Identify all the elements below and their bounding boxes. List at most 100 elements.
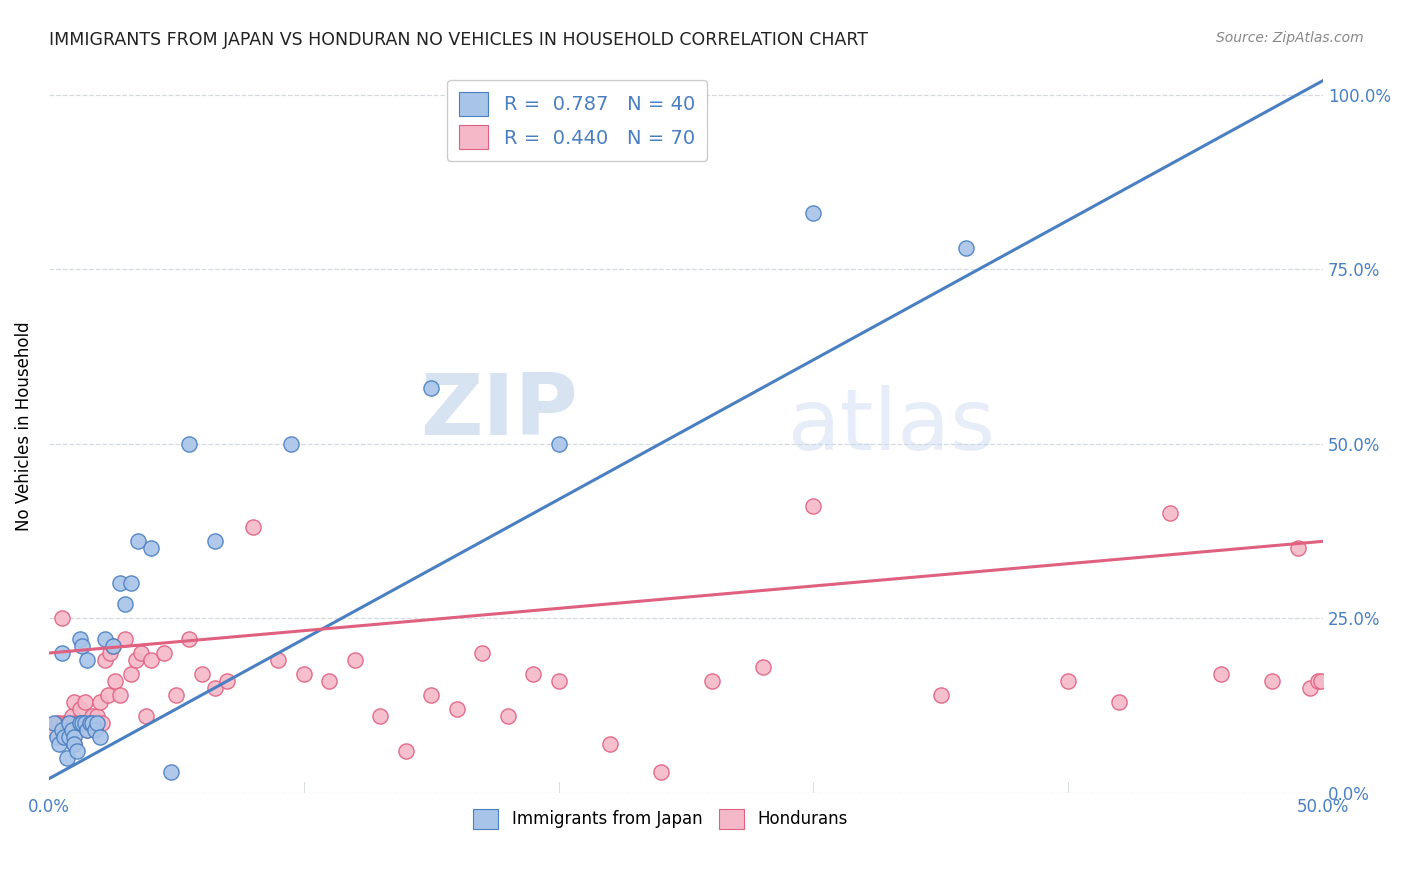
Point [242, 520, 264, 534]
Point [129, 646, 152, 660]
Point [86, 715, 108, 730]
Point [420, 381, 443, 395]
Point [56, 750, 79, 764]
Point [82, 709, 104, 723]
Point [803, 206, 825, 220]
Point [471, 646, 494, 660]
Point [76, 653, 98, 667]
Point [139, 541, 162, 556]
Point [89, 695, 111, 709]
Text: Source: ZipAtlas.com: Source: ZipAtlas.com [1216, 31, 1364, 45]
Point [929, 688, 952, 702]
Point [51, 723, 73, 737]
Point [63, 737, 86, 751]
Point [114, 597, 136, 611]
Point [83, 715, 105, 730]
Point [58, 730, 80, 744]
Point [45, 730, 67, 744]
Point [280, 436, 302, 450]
Point [420, 688, 443, 702]
Point [53, 715, 76, 730]
Point [124, 653, 146, 667]
Point [292, 667, 315, 681]
Point [1211, 667, 1233, 681]
Point [101, 639, 124, 653]
Text: atlas: atlas [787, 384, 995, 467]
Point [53, 730, 76, 744]
Point [51, 730, 73, 744]
Point [1057, 673, 1080, 688]
Point [160, 764, 183, 779]
Point [69, 715, 91, 730]
Point [91, 715, 114, 730]
Point [751, 660, 773, 674]
Point [104, 673, 127, 688]
Point [110, 576, 132, 591]
Point [42, 715, 65, 730]
Point [120, 576, 142, 591]
Point [58, 715, 80, 730]
Point [1108, 695, 1130, 709]
Point [127, 534, 149, 549]
Point [51, 723, 73, 737]
Point [179, 632, 201, 646]
Point [1261, 673, 1284, 688]
Point [135, 709, 157, 723]
Point [63, 737, 86, 751]
Point [73, 715, 96, 730]
Text: ZIP: ZIP [420, 370, 578, 453]
Point [73, 695, 96, 709]
Point [69, 702, 91, 716]
Point [48, 737, 70, 751]
Point [1309, 673, 1331, 688]
Point [82, 715, 104, 730]
Point [60, 709, 83, 723]
Point [83, 723, 105, 737]
Point [42, 723, 65, 737]
Point [51, 646, 73, 660]
Point [395, 744, 418, 758]
Point [58, 715, 80, 730]
Point [70, 715, 93, 730]
Point [70, 715, 93, 730]
Point [114, 632, 136, 646]
Point [1299, 681, 1322, 695]
Point [179, 436, 201, 450]
Point [599, 737, 621, 751]
Point [217, 673, 239, 688]
Point [496, 709, 519, 723]
Point [45, 715, 67, 730]
Point [76, 723, 98, 737]
Point [66, 744, 89, 758]
Y-axis label: No Vehicles in Household: No Vehicles in Household [15, 321, 32, 531]
Point [204, 681, 226, 695]
Point [86, 709, 108, 723]
Point [955, 241, 977, 255]
Point [152, 646, 174, 660]
Point [120, 667, 142, 681]
Point [98, 646, 121, 660]
Point [63, 730, 86, 744]
Point [446, 702, 468, 716]
Point [48, 715, 70, 730]
Point [803, 500, 825, 514]
Point [700, 673, 723, 688]
Point [76, 723, 98, 737]
Point [547, 436, 569, 450]
Point [191, 667, 214, 681]
Point [547, 673, 569, 688]
Point [94, 632, 117, 646]
Point [69, 632, 91, 646]
Point [204, 534, 226, 549]
Point [139, 653, 162, 667]
Point [60, 723, 83, 737]
Point [110, 688, 132, 702]
Point [56, 715, 79, 730]
Text: IMMIGRANTS FROM JAPAN VS HONDURAN NO VEHICLES IN HOUSEHOLD CORRELATION CHART: IMMIGRANTS FROM JAPAN VS HONDURAN NO VEH… [49, 31, 869, 49]
Point [165, 688, 187, 702]
Point [70, 639, 93, 653]
Point [97, 688, 120, 702]
Point [650, 764, 672, 779]
Point [318, 673, 340, 688]
Point [1286, 541, 1309, 556]
